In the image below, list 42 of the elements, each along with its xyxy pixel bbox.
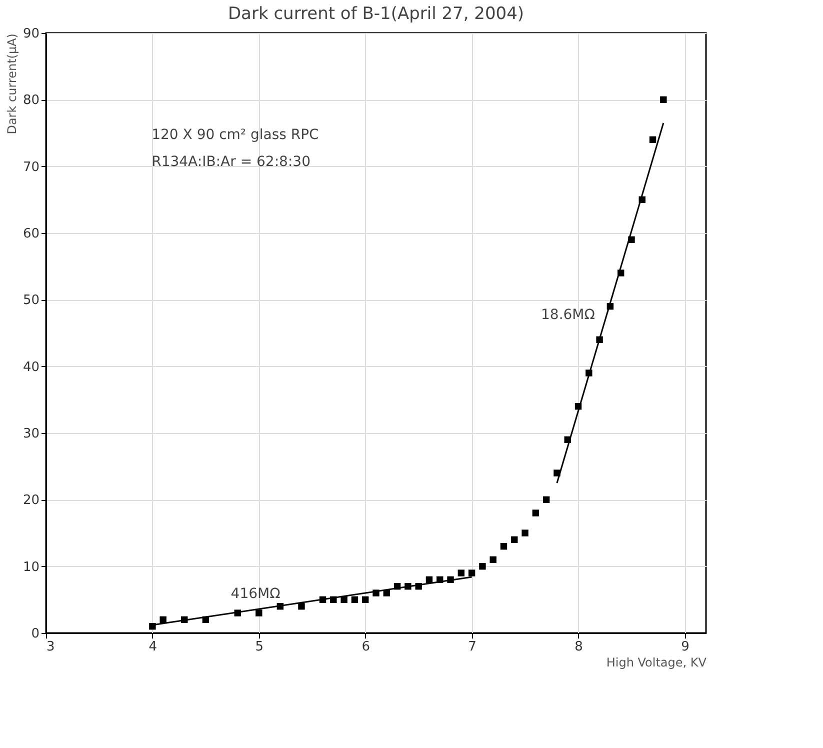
y-tick-label: 60 <box>22 226 40 242</box>
y-tick-label: 20 <box>22 493 40 508</box>
x-tick-label: 7 <box>468 640 476 654</box>
point <box>522 530 528 536</box>
point <box>500 542 508 550</box>
annotation: R134A:IB:Ar = 62:8:30 <box>152 154 310 170</box>
point <box>479 562 486 570</box>
point <box>362 596 369 604</box>
y-tick-label: 40 <box>22 360 40 375</box>
point <box>532 510 540 516</box>
y-tick-label: 80 <box>22 93 40 108</box>
point <box>490 556 496 564</box>
y-tick-label: 90 <box>22 26 40 42</box>
x-tick-label: 8 <box>574 640 583 654</box>
annotation: 416MΩ <box>230 586 281 602</box>
y-axis-title: Dark current(μA) <box>4 34 19 134</box>
point <box>468 570 476 576</box>
point <box>160 616 166 624</box>
point <box>340 596 348 604</box>
x-tick-label: 9 <box>681 640 690 654</box>
y-tick-label: 10 <box>22 560 40 575</box>
x-axis-title: High Voltage, KV <box>606 656 708 670</box>
annotation: 120 X 90 cm² glass RPC <box>152 127 320 143</box>
point <box>298 602 305 610</box>
x-tick-label: 4 <box>148 640 158 654</box>
chart-title: Dark current of B-1(April 27, 2004) <box>228 4 524 24</box>
point <box>256 610 262 616</box>
x-tick-label: 6 <box>362 640 370 654</box>
x-tick-label: 5 <box>255 640 264 654</box>
x-tick-label: 3 <box>46 640 55 654</box>
point <box>554 470 560 476</box>
point <box>649 136 656 144</box>
y-tick-label: 70 <box>22 160 40 175</box>
annotation: 18.6MΩ <box>541 307 596 323</box>
point <box>542 496 550 504</box>
point <box>511 536 518 544</box>
point <box>660 96 667 104</box>
y-tick-label: 30 <box>22 426 40 442</box>
point <box>458 570 465 576</box>
y-tick-label: 50 <box>22 293 40 308</box>
y-tick-label: 0 <box>31 626 40 642</box>
point <box>351 596 358 604</box>
